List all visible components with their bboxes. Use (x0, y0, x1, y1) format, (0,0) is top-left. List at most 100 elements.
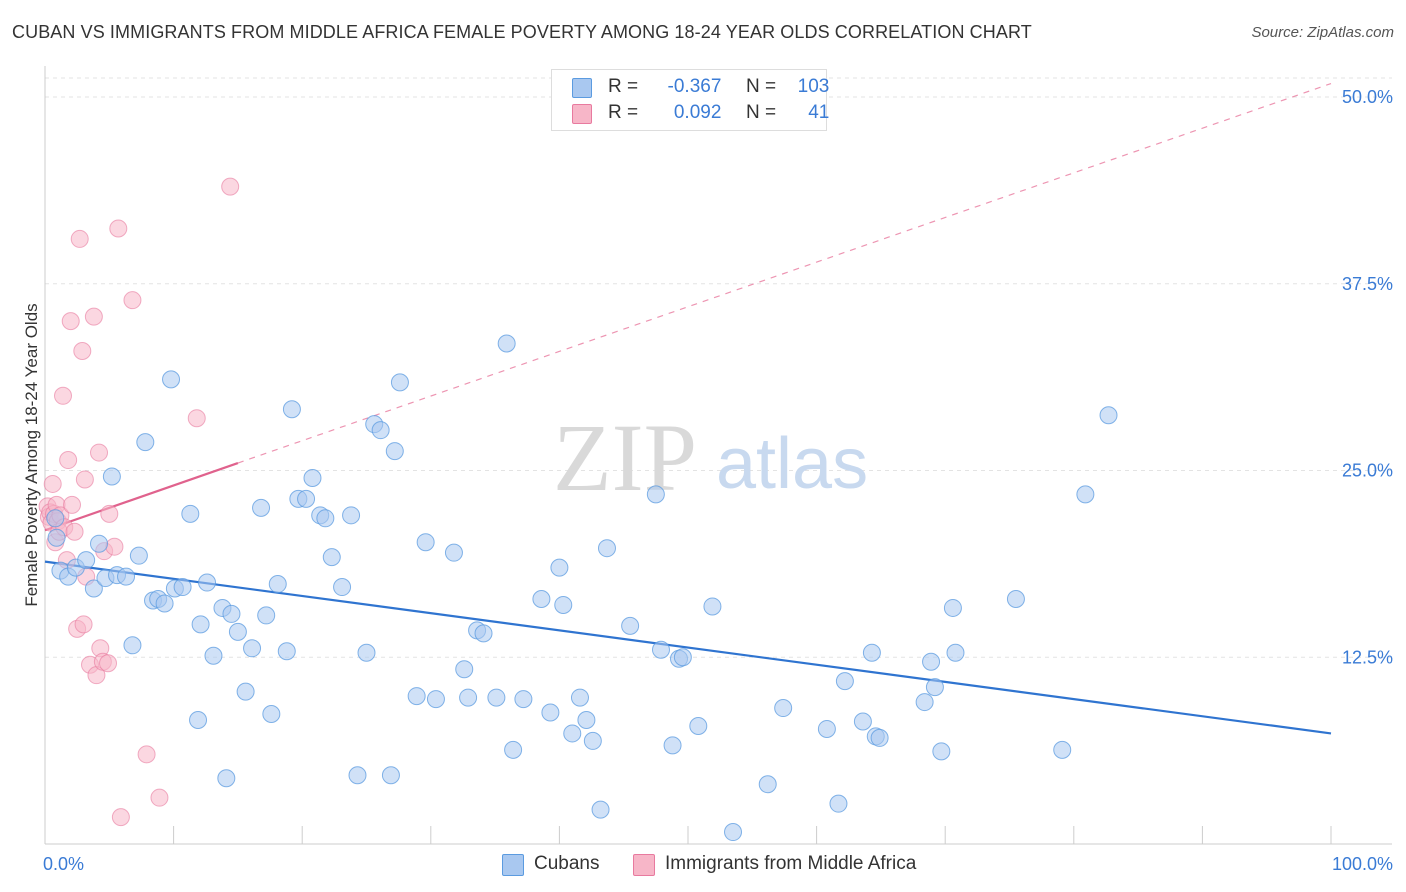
middle-africa-point (187, 409, 206, 428)
cubans-point (932, 742, 951, 761)
cubans-point (758, 775, 777, 794)
y-tick-label: 25.0% (1342, 461, 1393, 481)
cubans-point (673, 648, 692, 667)
middle-africa-point (54, 386, 73, 405)
middle-africa-point (63, 495, 82, 514)
cubans-point (357, 643, 376, 662)
cubans-point (407, 687, 426, 706)
middle-africa-trend-line (44, 461, 239, 532)
cubans-point (835, 672, 854, 691)
middle-africa-point (99, 654, 118, 673)
cubans-point (303, 468, 322, 487)
cubans-legend-label: Cubans (534, 853, 600, 874)
cubans-point (348, 766, 367, 785)
middle-africa-point (221, 177, 240, 196)
cubans-point (703, 597, 722, 616)
cubans-point (621, 616, 640, 635)
cubans-point (487, 688, 506, 707)
cubans-point (277, 642, 296, 661)
cubans-point (651, 640, 670, 659)
cubans-point (474, 624, 493, 643)
cubans-point (155, 594, 174, 613)
cubans-point (550, 558, 569, 577)
cubans-point (532, 589, 551, 608)
cubans-point (946, 643, 965, 662)
cubans-point (129, 546, 148, 565)
middle-africa-trend-extension (237, 82, 1332, 464)
legend-n-label: N = (745, 102, 777, 123)
cubans-point (862, 643, 881, 662)
cubans-point (922, 652, 941, 671)
cubans-point (390, 373, 409, 392)
cubans-point (646, 485, 665, 504)
x-tick-labels: 0.0% 100.0% (43, 854, 1393, 874)
middle-africa-point (43, 474, 62, 493)
cubans-point (77, 551, 96, 570)
axes (44, 66, 1392, 845)
middle-africa-point (100, 504, 119, 523)
cubans-point (663, 736, 682, 755)
cubans-point (173, 578, 192, 597)
cubans-point (514, 690, 533, 709)
cubans-point (724, 823, 743, 842)
cubans-point (817, 719, 836, 738)
middle-africa-point (137, 745, 156, 764)
cubans-point (47, 528, 66, 547)
cubans-point (504, 740, 523, 759)
middle-africa-point (73, 341, 92, 360)
cubans-point (191, 615, 210, 634)
legend-r-value-cubans: -0.367 (667, 76, 722, 97)
cubans-point (162, 370, 181, 389)
cubans-swatch (572, 78, 592, 98)
cubans-point (426, 690, 445, 709)
cubans-point (243, 639, 262, 658)
middle-africa-point (74, 615, 93, 634)
gridlines (45, 77, 1392, 658)
middle-africa-point (90, 443, 109, 462)
cubans-point (123, 636, 142, 655)
cubans-trend-line (44, 560, 1332, 735)
middle-africa-point (105, 537, 124, 556)
cubans-point (1076, 485, 1095, 504)
cubans-point (322, 548, 341, 567)
middle-africa-point (65, 522, 84, 541)
middle-africa-point (70, 229, 89, 248)
cubans-point (117, 567, 136, 586)
legend-n-value-middle-africa: 41 (808, 102, 830, 123)
cubans-point (217, 769, 236, 788)
y-tick-label: 50.0% (1342, 87, 1393, 107)
cubans-point (181, 504, 200, 523)
middle-africa-point (111, 808, 130, 827)
cubans-point (459, 688, 478, 707)
cubans-point (1053, 740, 1072, 759)
cubans-point (297, 489, 316, 508)
cubans-point (497, 334, 516, 353)
cubans-point (829, 794, 848, 813)
cubans-point (228, 622, 247, 641)
y-tick-label: 37.5% (1342, 274, 1393, 294)
middle-africa-point (84, 307, 103, 326)
chart-title: CUBAN VS IMMIGRANTS FROM MIDDLE AFRICA F… (12, 22, 1032, 42)
cubans-point (1099, 406, 1118, 425)
legend-n-label: N = (745, 76, 777, 97)
cubans-point (282, 400, 301, 419)
y-tick-label: 12.5% (1342, 647, 1393, 667)
legend-n-value-cubans: 103 (797, 76, 830, 97)
cubans-point (455, 660, 474, 679)
cubans-point (444, 543, 463, 562)
cubans-point (84, 579, 103, 598)
x-tick-label: 0.0% (43, 854, 84, 874)
cubans-point (262, 705, 281, 724)
cubans-point (333, 578, 352, 597)
cubans-point (563, 724, 582, 743)
y-tick-labels: 12.5% 25.0% 37.5% 50.0% (1342, 87, 1393, 667)
data-points (38, 177, 1118, 842)
cubans-point (385, 442, 404, 461)
cubans-point (853, 712, 872, 731)
cubans-point (541, 703, 560, 722)
cubans-point (416, 533, 435, 552)
middle-africa-point (109, 219, 128, 238)
legend-r-label: R = (608, 102, 639, 123)
cubans-point (689, 716, 708, 735)
